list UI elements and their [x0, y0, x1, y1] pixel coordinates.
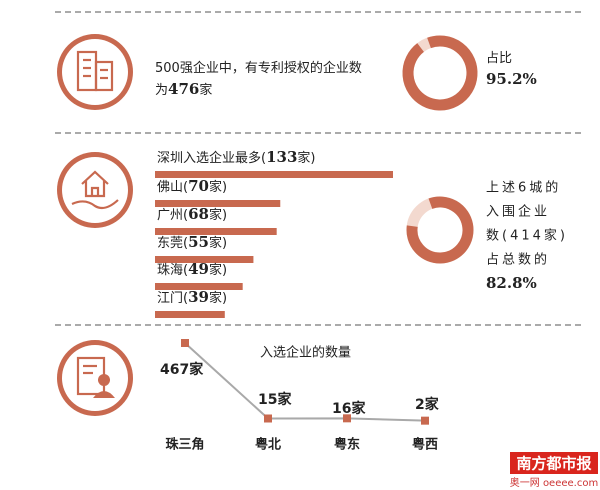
value-label: 15家	[258, 391, 292, 408]
text: 家	[199, 82, 212, 98]
text: (	[183, 263, 188, 278]
number: 68	[188, 205, 209, 223]
line	[184, 342, 426, 422]
number: 70	[188, 177, 209, 195]
site: 奥一网 oeeee.com	[510, 476, 598, 489]
number: 39	[188, 288, 209, 306]
text-line: 江门(39家)	[157, 288, 227, 306]
icon-house-hand	[57, 152, 133, 228]
annotation: 上述6城的	[486, 180, 561, 196]
marker	[421, 416, 429, 425]
x-tick-label: 粤西	[412, 437, 438, 453]
text: 广州	[157, 208, 183, 223]
text: 占比	[486, 51, 512, 66]
text-line: 广州(68家)	[157, 205, 227, 223]
text: (	[261, 151, 266, 166]
text-line: 为476家	[155, 80, 212, 98]
number: 133	[266, 148, 297, 166]
bar	[155, 256, 254, 263]
value-label: 2家	[415, 396, 440, 413]
icon-building	[57, 34, 133, 110]
bar	[155, 283, 243, 290]
text: 家)	[209, 235, 227, 251]
bar	[155, 200, 281, 207]
number: 49	[188, 260, 209, 278]
text: 佛山	[157, 180, 183, 195]
donut-segment	[406, 196, 474, 264]
text: 家)	[209, 262, 227, 278]
text: 家)	[209, 179, 227, 195]
chart-title: 入选企业的数量	[260, 345, 351, 361]
bar	[155, 228, 277, 235]
text: 家)	[209, 290, 227, 306]
text: 珠海	[157, 263, 183, 278]
text: 东莞	[157, 236, 183, 251]
number: 82.8%	[486, 274, 537, 292]
x-tick-label: 粤北	[255, 437, 281, 453]
text: 江门	[157, 291, 183, 306]
text: 为	[155, 83, 168, 98]
text-line: 占比	[486, 51, 512, 66]
icon-document-person	[57, 340, 133, 416]
text-line: 82.8%	[486, 274, 537, 292]
bar	[155, 171, 393, 178]
text: (	[183, 236, 188, 251]
value-label: 16家	[332, 400, 366, 417]
annotation: 占总数的	[486, 252, 550, 268]
number: 95.2%	[486, 70, 537, 88]
text-line: 500强企业中，有专利授权的企业数	[155, 60, 362, 76]
marker	[343, 414, 351, 423]
donut-segment	[402, 35, 478, 111]
text: (	[183, 208, 188, 223]
text: 深圳入选企业最多	[157, 150, 261, 166]
annotation: 入围企业	[486, 204, 550, 220]
text: 500强企业中，有专利授权的企业数	[155, 60, 362, 76]
text-line: 珠海(49家)	[157, 260, 227, 278]
text: (	[183, 180, 188, 195]
text: 家)	[209, 207, 227, 223]
text: (	[183, 291, 188, 306]
number: 476	[168, 80, 199, 98]
text: 家)	[297, 150, 315, 166]
bar	[155, 311, 225, 318]
value-label: 467家	[160, 361, 204, 378]
logo-box	[510, 452, 598, 474]
x-tick-label: 粤东	[334, 437, 360, 453]
annotation: 数(414家)	[486, 228, 568, 244]
logo: 南方都市报	[516, 455, 591, 473]
x-tick-label: 珠三角	[165, 437, 204, 453]
text-line: 深圳入选企业最多(133家)	[157, 148, 315, 166]
text-line: 佛山(70家)	[157, 177, 227, 195]
number: 55	[188, 233, 209, 251]
text-line: 95.2%	[486, 70, 537, 88]
marker	[264, 414, 272, 423]
text-line: 东莞(55家)	[157, 233, 227, 251]
marker	[181, 339, 189, 347]
